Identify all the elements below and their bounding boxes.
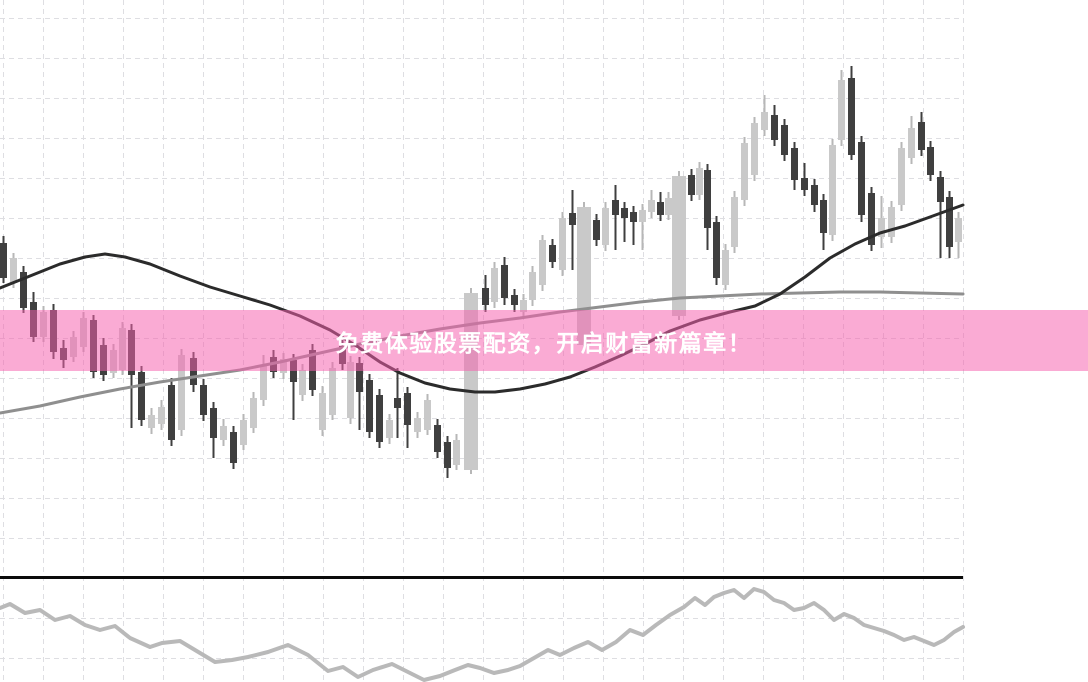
candle-series (0, 66, 962, 478)
candle-body (888, 207, 895, 237)
candle-body (630, 212, 637, 222)
candle-body (299, 370, 306, 395)
pane-separator (0, 576, 963, 579)
candle-body (593, 220, 600, 240)
promo-banner-text: 免费体验股票配资，开启财富新篇章！ (335, 330, 753, 357)
candle-body (366, 380, 373, 432)
candle-body (838, 80, 845, 140)
candle-body (20, 272, 27, 308)
candle-body (491, 268, 498, 302)
candle-body (946, 197, 953, 247)
candle-body (329, 368, 336, 415)
candle-body (260, 365, 267, 400)
candle-body (529, 272, 536, 300)
candle-body (356, 363, 363, 392)
candle-body (10, 258, 17, 283)
candle-body (811, 185, 818, 205)
candle-body (148, 415, 155, 428)
candle-body (801, 178, 808, 190)
ma-fast-line (0, 203, 965, 394)
candle-body (820, 200, 827, 233)
candle-body (751, 123, 758, 175)
candle-body (386, 420, 393, 438)
candle-body (621, 208, 628, 218)
candle-body (178, 355, 185, 430)
candle-body (672, 176, 686, 316)
candle-body (927, 147, 934, 175)
candle-body (741, 143, 748, 200)
candle-body (230, 432, 237, 463)
candle-body (639, 210, 646, 222)
candle-body (200, 385, 207, 415)
candle-body (771, 115, 778, 140)
candle-body (648, 200, 655, 212)
candle-body (688, 175, 695, 195)
promo-banner[interactable]: 免费体验股票配资，开启财富新篇章！ (0, 310, 1088, 371)
candle-body (220, 426, 227, 440)
candle-body (848, 78, 855, 155)
candle-body (918, 122, 925, 150)
candle-body (190, 358, 197, 385)
candle-body (0, 243, 7, 278)
candle-body (781, 125, 788, 155)
candle-body (696, 168, 703, 195)
candle-body (394, 398, 401, 408)
candle-body (168, 385, 175, 440)
candle-body (858, 142, 865, 215)
candle-body (549, 245, 556, 262)
candle-body (240, 420, 247, 445)
candle-body (158, 407, 165, 424)
candle-body (665, 198, 672, 215)
candle-body (713, 222, 720, 278)
candle-body (290, 360, 297, 382)
candle-body (424, 400, 431, 430)
candle-body (444, 442, 451, 468)
candle-body (761, 112, 768, 130)
candle-body (210, 408, 217, 438)
candle-body (569, 213, 576, 225)
candle-body (414, 418, 421, 432)
candle-body (482, 288, 489, 305)
candle-body (731, 197, 738, 247)
candle-body (937, 177, 944, 202)
candle-body (250, 398, 257, 428)
candle-body (319, 393, 326, 430)
candle-body (868, 193, 875, 245)
candle-body (511, 295, 518, 305)
candle-body (520, 300, 527, 312)
candle-body (955, 218, 962, 242)
candle-body (878, 218, 885, 237)
candle-body (539, 240, 546, 285)
candle-body (501, 265, 508, 298)
candle-body (829, 145, 836, 235)
candle-body (434, 425, 441, 452)
candle-body (453, 440, 460, 465)
candle-body (138, 372, 145, 420)
candle-body (347, 362, 354, 418)
candle-body (602, 208, 609, 245)
candle-body (908, 128, 915, 158)
candle-body (704, 170, 711, 228)
candle-body (898, 148, 905, 205)
candle-body (722, 250, 729, 285)
indicator-line (0, 587, 965, 682)
candle-body (376, 395, 383, 442)
candle-body (559, 218, 566, 270)
candle-body (404, 393, 411, 425)
candle-body (657, 202, 664, 215)
candle-body (791, 148, 798, 180)
candle-body (612, 200, 619, 215)
